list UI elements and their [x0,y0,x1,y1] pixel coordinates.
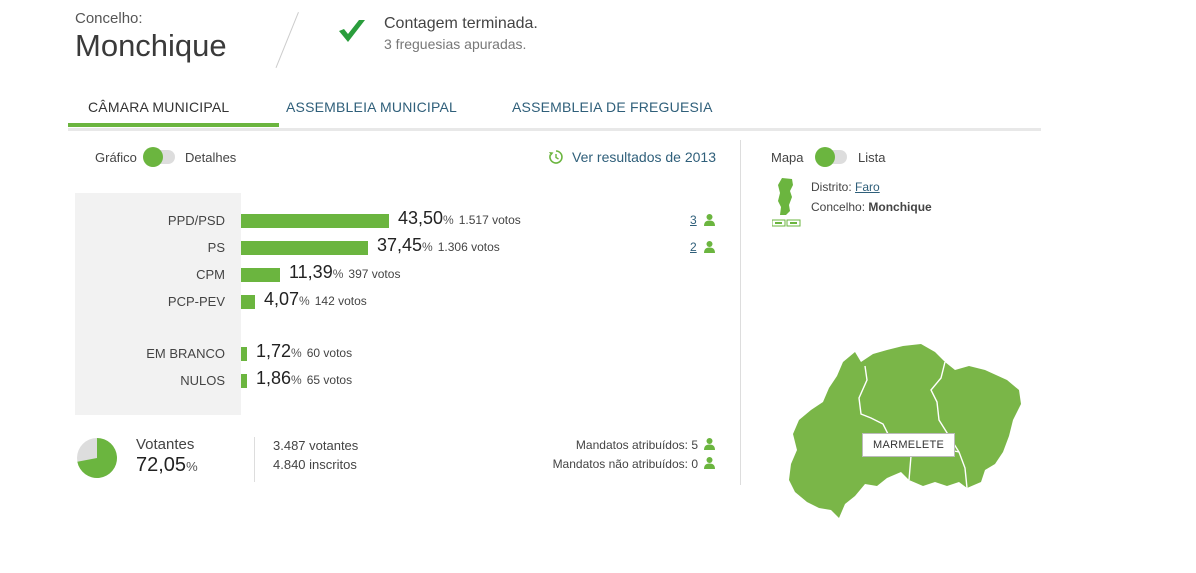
party-pct: 4,07% 142 votos [264,289,367,309]
result-bar [241,214,389,228]
toggle-knob [143,147,163,167]
parishes-counted: 3 freguesias apuradas. [384,36,527,52]
party-name: NULOS [180,373,225,388]
toggle-label-mapa: Mapa [771,150,804,165]
turnout-pct: 72,05% [136,454,198,476]
party-pct: 11,39% 397 votos [289,262,401,282]
party-name: PCP-PEV [167,294,225,309]
party-votes: 397 votos [348,267,401,281]
county-map[interactable] [785,340,1025,522]
region-label-marmelete[interactable]: MARMELETE [862,433,956,457]
party-pct: 1,86% 65 votos [256,368,353,388]
check-icon [339,20,365,42]
party-name: PS [207,240,225,255]
toggle-label-lista: Lista [858,150,886,165]
person-icon [704,457,715,469]
county-row: Concelho: Monchique [811,200,932,214]
party-pct: 43,50% 1.517 votos [398,208,521,228]
party-votes: 1.517 votos [458,213,521,227]
person-icon [703,240,716,253]
district-link[interactable]: Faro [855,180,880,194]
party-votes: 65 votos [306,373,353,387]
turnout-divider [254,437,255,482]
result-bar [241,268,280,282]
result-bar [241,347,247,361]
turnout-label: Votantes [136,436,195,453]
turnout-pie [77,438,117,478]
toggle-label-grafico: Gráfico [95,150,137,165]
portugal-map-icon [772,178,801,227]
county-label: Concelho: [75,10,143,27]
result-bar [241,295,255,309]
party-votes: 1.306 votos [437,240,500,254]
header-divider [275,12,299,69]
result-bar [241,374,247,388]
map-list-toggle[interactable] [815,147,847,167]
party-votes: 60 votos [306,346,353,360]
registered-count: 4.840 inscritos [273,457,357,472]
tab-assembleia-freguesia[interactable]: ASSEMBLEIA DE FREGUESIA [512,99,713,115]
tab-camara-municipal[interactable]: CÂMARA MUNICIPAL [88,99,230,115]
tab-assembleia-municipal[interactable]: ASSEMBLEIA MUNICIPAL [286,99,458,115]
person-icon [703,213,716,226]
person-icon [704,438,715,450]
voters-count: 3.487 votantes [273,438,359,453]
mandates-unassigned: Mandatos não atribuídos: 0 [552,457,698,471]
district-row: Distrito: Faro [811,180,880,194]
toggle-knob [815,147,835,167]
election-tabs: CÂMARA MUNICIPAL ASSEMBLEIA MUNICIPAL AS… [68,88,1041,131]
mandates-link[interactable]: 3 [690,213,697,227]
party-name: PPD/PSD [167,213,225,228]
party-pct: 37,45% 1.306 votos [377,235,500,255]
party-labels-panel [75,193,241,415]
party-name: EM BRANCO [146,346,225,361]
panel-divider [740,140,741,485]
toggle-label-detalhes: Detalhes [185,150,237,165]
count-status: Contagem terminada. [384,15,538,32]
results-2013-link[interactable]: Ver resultados de 2013 [572,149,716,165]
party-name: CPM [196,267,225,282]
view-toggle[interactable] [143,147,175,167]
party-pct: 1,72% 60 votos [256,341,353,361]
mandates-link[interactable]: 2 [690,240,697,254]
page-title: Monchique [75,28,227,63]
history-icon [549,150,563,164]
active-tab-indicator [68,123,279,127]
mandates-assigned: Mandatos atribuídos: 5 [575,438,698,452]
result-bar [241,241,368,255]
party-votes: 142 votos [314,294,367,308]
